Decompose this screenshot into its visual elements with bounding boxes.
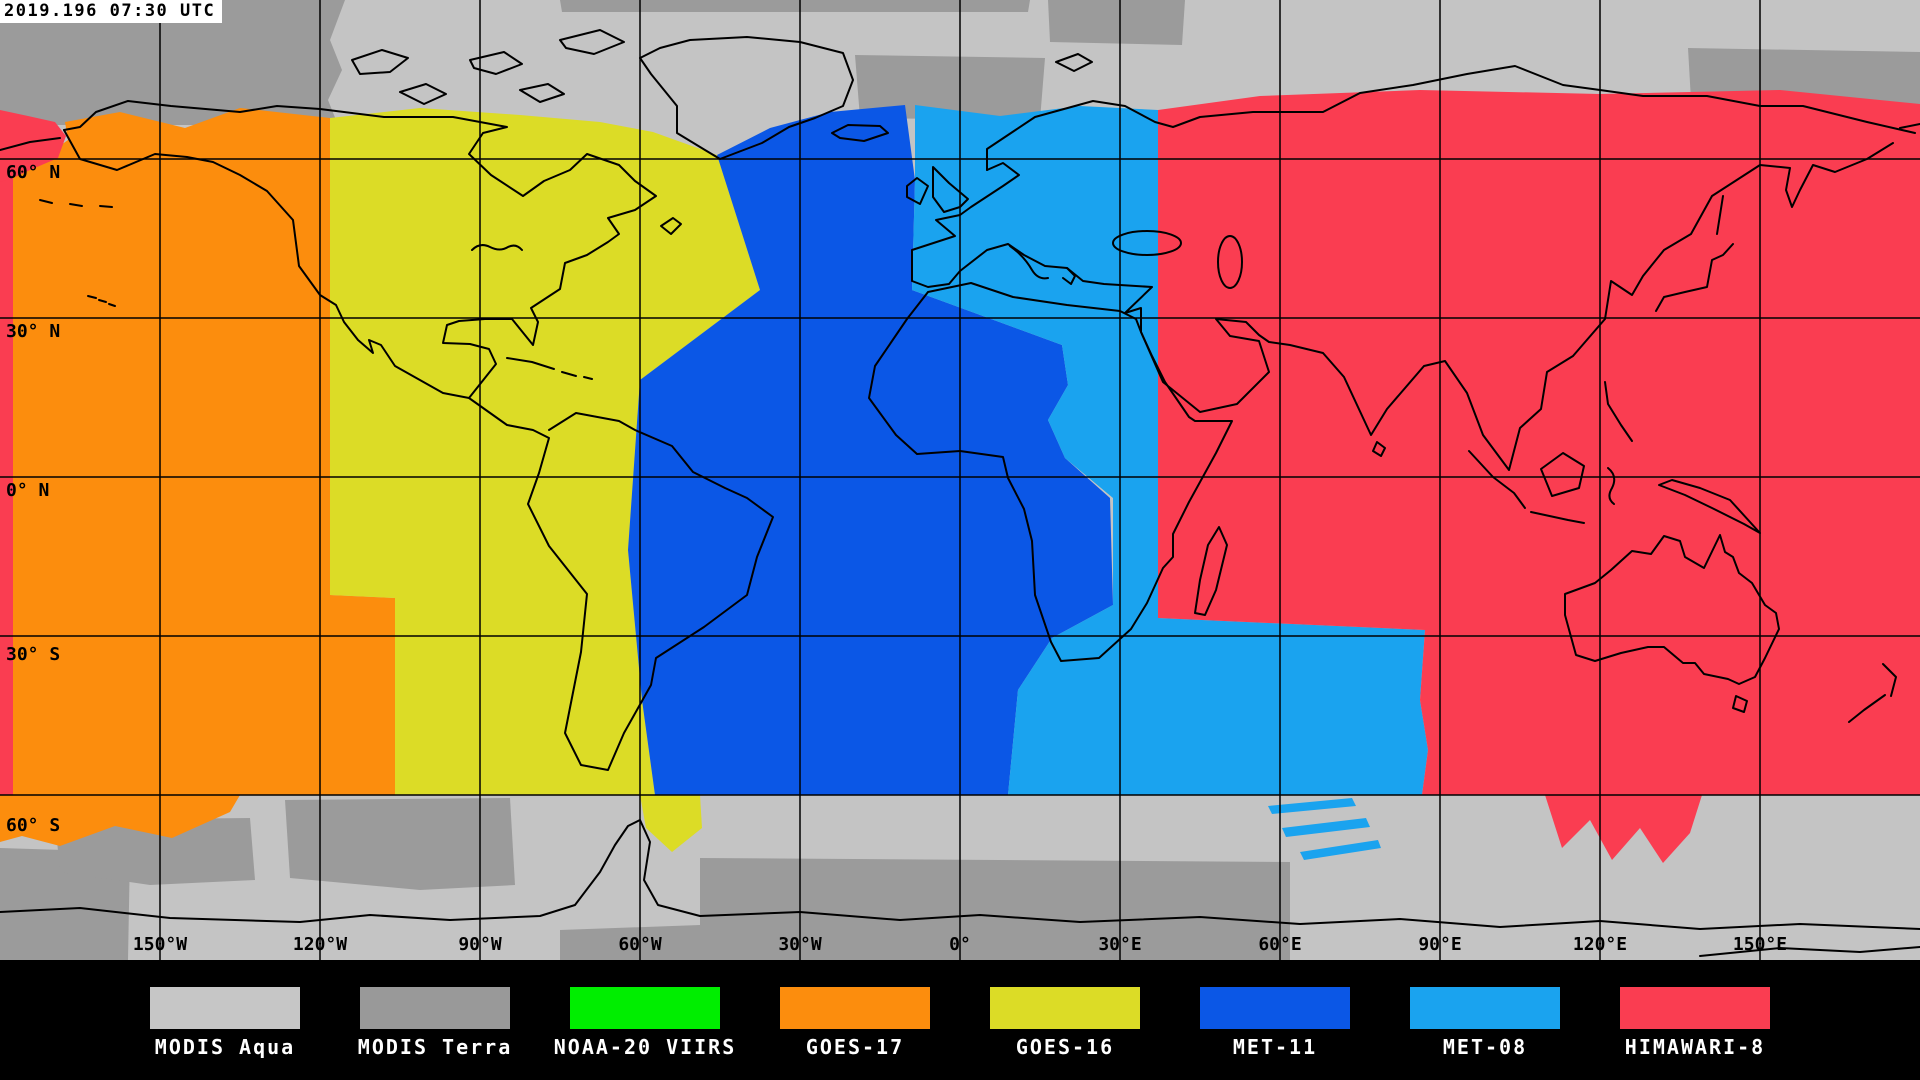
himawari-8-coverage [1158,90,1920,795]
legend-swatch [570,987,720,1029]
goes-17-coverage [13,108,395,795]
met-11-coverage [628,105,1113,795]
legend-item-goes-16: GOES-16 [990,960,1140,1059]
lon-label: 90°E [1418,934,1462,955]
map-canvas [0,0,1920,960]
graticule [0,0,1920,960]
legend-item-himawari-8: HIMAWARI-8 [1620,960,1770,1059]
legend-item-met-08: MET-08 [1410,960,1560,1059]
legend-item-modis-aqua: MODIS Aqua [150,960,300,1059]
legend-label: GOES-17 [805,1035,905,1059]
lon-label: 120°E [1572,934,1628,955]
legend-swatch [1410,987,1560,1029]
lon-label: 150°E [1732,934,1788,955]
legend-label: NOAA-20 VIIRS [553,1035,737,1059]
legend-item-met-11: MET-11 [1200,960,1350,1059]
lat-label: 60° N [6,162,61,183]
legend-swatch [360,987,510,1029]
legend-swatch [1620,987,1770,1029]
legend-swatch [990,987,1140,1029]
met-08-south-stripe [1282,818,1370,837]
lat-label: 60° S [6,815,61,836]
goes-17-south-blob [0,795,240,846]
goes-16-south-blob [640,795,702,852]
coastlines [0,29,1920,957]
lat-label: 0° N [6,480,50,501]
met-08-south-stripe [1300,840,1381,860]
lon-label: 30°E [1098,934,1142,955]
lon-label: 60°E [1258,934,1302,955]
lon-label: 60°W [618,934,662,955]
legend-item-goes-17: GOES-17 [780,960,930,1059]
legend-label: MET-08 [1442,1035,1528,1059]
lon-label: 150°W [132,934,188,955]
legend-label: HIMAWARI-8 [1624,1035,1766,1059]
legend-item-noaa-20-viirs: NOAA-20 VIIRS [554,960,734,1059]
timestamp-label: 2019.196 07:30 UTC [0,0,223,23]
met-08-south-stripe [1268,798,1356,814]
legend-swatch [1200,987,1350,1029]
lat-label: 30° S [6,644,61,665]
legend-label: GOES-16 [1015,1035,1115,1059]
world-coverage-map: 60° N 30° N 0° N 30° S 60° S 150°W 120°W 90°W 60… [0,0,1920,960]
legend-label: MET-11 [1232,1035,1318,1059]
legend: MODIS Aqua MODIS Terra NOAA-20 VIIRS GOES-1… [0,960,1920,1080]
himawari-8-south-zigzag [1545,795,1702,863]
legend-label: MODIS Aqua [154,1035,296,1059]
legend-swatch [780,987,930,1029]
lon-label: 0° [949,934,971,955]
legend-item-modis-terra: MODIS Terra [357,960,513,1059]
himawari-8-west-strip [0,178,13,795]
legend-label: MODIS Terra [357,1035,513,1059]
legend-swatch [150,987,300,1029]
lon-label: 120°W [292,934,348,955]
lon-label: 30°W [778,934,822,955]
lat-label: 30° N [6,321,61,342]
himawari-8-west-patch [0,110,66,182]
lon-label: 90°W [458,934,502,955]
